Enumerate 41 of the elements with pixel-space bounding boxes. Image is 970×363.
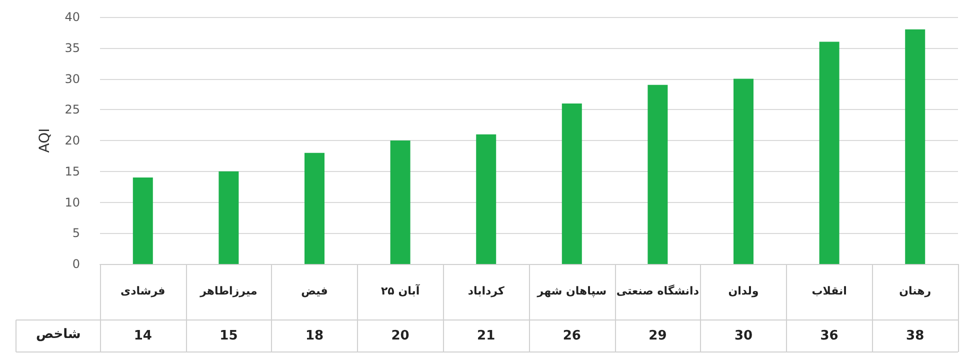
bar: [734, 78, 754, 264]
x-tick-label: ولدان: [728, 284, 759, 298]
x-tick-label: فرشادی: [120, 284, 166, 298]
bar: [218, 171, 239, 264]
x-tick-label: رهنان: [899, 284, 932, 298]
y-tick-label: 30: [64, 72, 80, 86]
bar: [562, 103, 582, 264]
y-tick-label: 35: [64, 40, 80, 55]
data-label: 21: [477, 328, 496, 344]
data-label: 20: [391, 328, 410, 344]
y-tick-label: 15: [64, 164, 80, 178]
x-tick-label: فیض: [301, 284, 328, 298]
bar: [304, 152, 324, 264]
bar: [476, 134, 496, 264]
data-label: 18: [305, 328, 324, 344]
data-label: 29: [648, 328, 667, 344]
y-tick-label: 10: [64, 195, 80, 210]
x-tick-label: ۲۵ آبان: [380, 284, 420, 298]
data-label: 30: [734, 328, 753, 344]
data-label: 26: [562, 328, 581, 344]
y-tick-label: 5: [72, 226, 80, 240]
bar: [390, 140, 410, 264]
x-tick-label: کرداباد: [468, 284, 505, 298]
y-tick-label: 20: [64, 134, 80, 148]
bar: [648, 84, 668, 264]
y-axis-title: AQI: [37, 128, 53, 153]
x-tick-label: دانشگاه صنعتی: [616, 284, 700, 298]
data-label: 38: [906, 328, 924, 344]
x-tick-label: سپاهان شهر: [536, 284, 607, 298]
y-tick-label: 0: [72, 257, 80, 271]
x-tick-label: میرزاطاهر: [199, 284, 258, 298]
bar: [905, 29, 926, 264]
bar: [132, 178, 153, 264]
bar: [819, 42, 840, 264]
text: شاخص: [36, 327, 81, 342]
y-tick-label: 40: [64, 10, 80, 24]
x-tick-label: انقلاب: [812, 284, 847, 298]
data-label: 15: [220, 328, 238, 344]
data-label: 14: [134, 328, 152, 344]
data-label: 36: [820, 328, 838, 344]
y-tick-label: 25: [64, 102, 80, 117]
